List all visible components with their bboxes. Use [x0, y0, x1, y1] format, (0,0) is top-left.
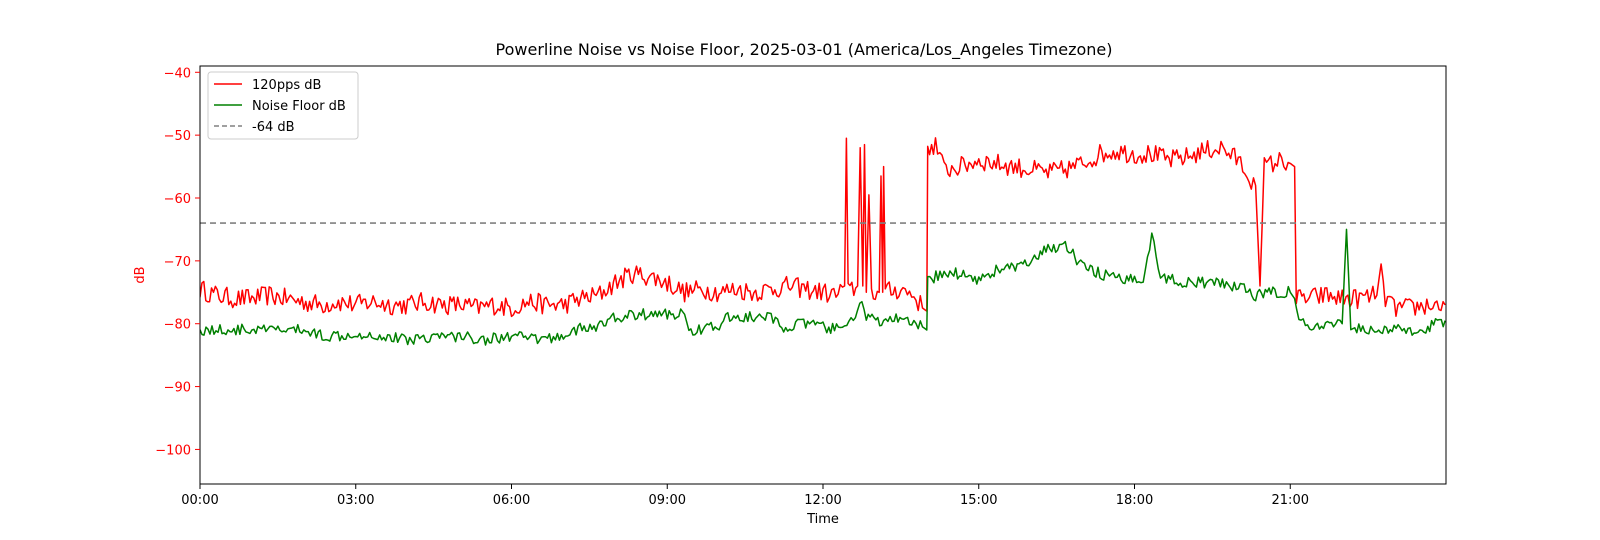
x-tick-label: 00:00 [181, 493, 218, 508]
x-axis: 00:00 03:00 06:00 09:00 12:00 15:00 18:00 21:00 [181, 484, 1309, 508]
x-tick-label: 15:00 [960, 493, 997, 508]
y-axis-title: dB [133, 266, 148, 283]
series-line-1 [200, 228, 1446, 346]
x-tick-label: 21:00 [1272, 493, 1309, 508]
x-tick-label: 03:00 [337, 493, 374, 508]
y-axis: −40 −50 −60 −70 −80 −90 −100 [155, 66, 200, 458]
legend-box [207, 71, 359, 140]
y-tick-label: −90 [164, 381, 191, 396]
x-tick-label: 06:00 [493, 493, 530, 508]
legend-label: Noise Floor dB [252, 99, 346, 114]
chart-title: Powerline Noise vs Noise Floor, 2025-03-… [496, 40, 1113, 60]
legend-label: -64 dB [252, 120, 295, 135]
y-tick-label: −80 [164, 318, 191, 333]
y-tick-label: −70 [164, 255, 191, 270]
y-tick-label: −100 [155, 443, 191, 458]
x-tick-label: 12:00 [804, 493, 841, 508]
series-layer [200, 137, 1446, 346]
x-tick-label: 18:00 [1116, 493, 1153, 508]
x-axis-title: Time [806, 512, 839, 527]
y-tick-label: −50 [164, 129, 191, 144]
y-tick-label: −60 [164, 192, 191, 207]
series-line-0 [200, 137, 1446, 318]
x-tick-label: 09:00 [649, 493, 686, 508]
legend-label: 120pps dB [252, 78, 321, 93]
y-tick-label: −40 [164, 66, 191, 81]
legend: 120pps dB Noise Floor dB -64 dB [207, 71, 359, 140]
